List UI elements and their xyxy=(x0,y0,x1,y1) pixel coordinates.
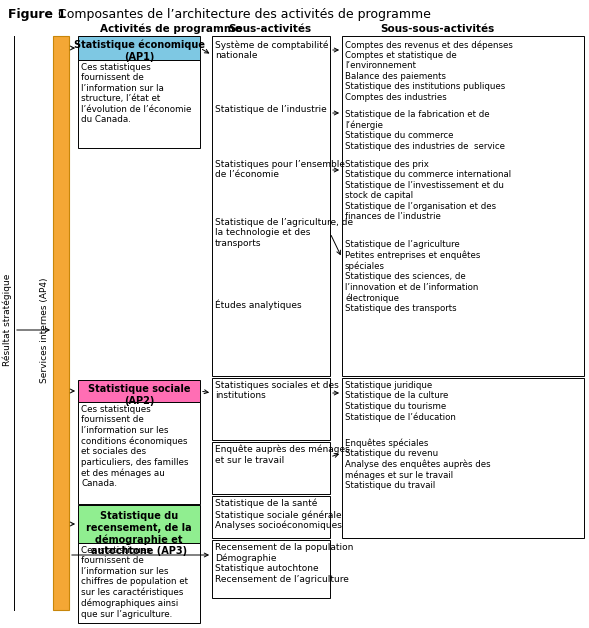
Bar xyxy=(53,36,69,610)
Text: Enquête auprès des ménages
et sur le travail: Enquête auprès des ménages et sur le tra… xyxy=(215,445,350,465)
Text: Système de comptabilité
nationale: Système de comptabilité nationale xyxy=(215,40,329,60)
Bar xyxy=(212,540,330,598)
Bar xyxy=(212,496,330,538)
Text: Statistique de l’industrie: Statistique de l’industrie xyxy=(215,105,327,114)
Text: Statistique des prix
Statistique du commerce international
Statistique de l’inve: Statistique des prix Statistique du comm… xyxy=(345,160,511,221)
Text: Enquêtes spéciales
Statistique du revenu
Analyse des enquêtes auprès des
ménages: Enquêtes spéciales Statistique du revenu… xyxy=(345,438,491,490)
Text: Ces statistiques
fournissent de
l’information sur la
structure, l’état et
l’évol: Ces statistiques fournissent de l’inform… xyxy=(81,63,191,124)
Text: Statistique de l’agriculture, de
la technologie et des
transports: Statistique de l’agriculture, de la tech… xyxy=(215,218,353,248)
Bar xyxy=(212,378,330,440)
Bar xyxy=(212,442,330,494)
Text: Figure 1: Figure 1 xyxy=(8,8,66,21)
Text: Services internes (AP4): Services internes (AP4) xyxy=(39,277,48,382)
Text: Ces statistiques
fournissent de
l’information sur les
chiffres de population et
: Ces statistiques fournissent de l’inform… xyxy=(81,546,188,619)
Text: Statistiques pour l’ensemble
de l’économie: Statistiques pour l’ensemble de l’économ… xyxy=(215,160,345,180)
Bar xyxy=(78,543,200,623)
Text: Statistique juridique
Statistique de la culture
Statistique du tourisme
Statisti: Statistique juridique Statistique de la … xyxy=(345,381,456,422)
Bar xyxy=(212,36,330,376)
Bar xyxy=(78,380,200,402)
Text: Études analytiques: Études analytiques xyxy=(215,300,302,310)
Bar xyxy=(78,36,200,60)
Text: Activités de programme: Activités de programme xyxy=(100,24,242,35)
Text: Sous-activités: Sous-activités xyxy=(228,24,311,34)
Text: Statistique du
recensement, de la
démographie et
autochtone (AP3): Statistique du recensement, de la démogr… xyxy=(86,511,192,556)
Bar xyxy=(342,36,584,376)
Text: Statistique de la fabrication et de
l’énergie
Statistique du commerce
Statistiqu: Statistique de la fabrication et de l’én… xyxy=(345,110,505,151)
Bar xyxy=(342,378,584,538)
Text: Statistiques sociales et des
institutions: Statistiques sociales et des institution… xyxy=(215,381,339,401)
Text: Statistique de l’agriculture
Petites entreprises et enquêtes
spéciales
Statistiq: Statistique de l’agriculture Petites ent… xyxy=(345,240,481,313)
Text: Recensement de la population
Démographie
Statistique autochtone
Recensement de l: Recensement de la population Démographie… xyxy=(215,543,353,584)
Text: Statistique de la santé
Statistique sociale générale
Analyses socioéconomiques: Statistique de la santé Statistique soci… xyxy=(215,499,342,531)
Text: Composantes de l’architecture des activités de programme: Composantes de l’architecture des activi… xyxy=(50,8,431,21)
Text: Résultat stratégique: Résultat stratégique xyxy=(2,274,12,366)
Text: Comptes des revenus et des dépenses
Comptes et statistique de
l’environnement
Ba: Comptes des revenus et des dépenses Comp… xyxy=(345,40,513,102)
Bar xyxy=(78,402,200,504)
Text: Sous-sous-activités: Sous-sous-activités xyxy=(380,24,494,34)
Bar xyxy=(78,505,200,543)
Text: Statistique sociale
(AP2): Statistique sociale (AP2) xyxy=(88,384,190,406)
Bar xyxy=(78,60,200,148)
Text: Ces statistiques
fournissent de
l’information sur les
conditions économiques
et : Ces statistiques fournissent de l’inform… xyxy=(81,405,188,488)
Text: Statistique économique
(AP1): Statistique économique (AP1) xyxy=(74,40,204,62)
